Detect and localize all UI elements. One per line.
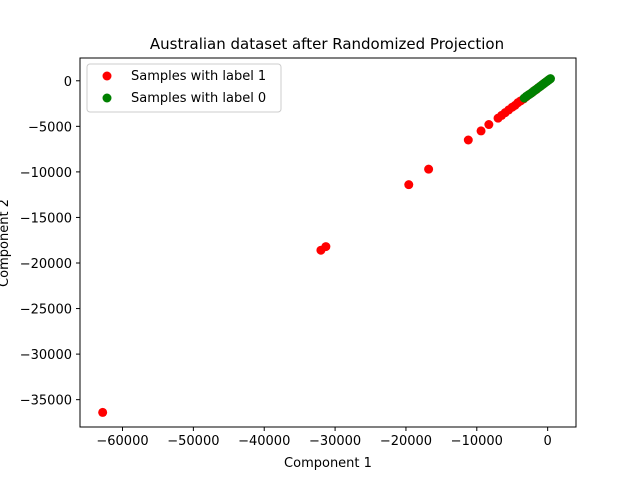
y-tick-label: −10000 bbox=[20, 166, 72, 181]
legend-entry-label-1: Samples with label 1 bbox=[131, 69, 266, 84]
chart-title: Australian dataset after Randomized Proj… bbox=[150, 35, 504, 53]
data-point bbox=[545, 74, 555, 84]
legend: Samples with label 1 Samples with label … bbox=[86, 63, 282, 113]
x-tick-label: −20000 bbox=[380, 434, 432, 449]
x-axis-label: Component 1 bbox=[284, 456, 372, 471]
plot-area bbox=[98, 74, 555, 417]
x-tick-label: −60000 bbox=[96, 434, 148, 449]
y-tick-label: −15000 bbox=[20, 211, 72, 226]
y-tick-label: −30000 bbox=[20, 348, 72, 363]
legend-marker-label-1 bbox=[102, 71, 112, 81]
x-tick-label: −10000 bbox=[451, 434, 503, 449]
legend-box bbox=[86, 63, 282, 113]
y-tick-label: −20000 bbox=[20, 257, 72, 272]
series-1 bbox=[519, 74, 555, 103]
y-tick-label: −35000 bbox=[20, 394, 72, 409]
legend-marker-label-0 bbox=[102, 93, 112, 103]
x-tick-label: −30000 bbox=[309, 434, 361, 449]
data-point bbox=[463, 135, 473, 145]
data-point bbox=[321, 242, 331, 252]
y-axis-label: Component 2 bbox=[0, 199, 12, 287]
data-point bbox=[484, 120, 494, 130]
y-axis: 0 −5000 −10000 −15000 −20000 −25000 −30000 −350… bbox=[20, 75, 80, 409]
axes-frame bbox=[79, 57, 577, 428]
data-point bbox=[404, 180, 414, 190]
data-point bbox=[424, 164, 434, 174]
x-tick-label: −50000 bbox=[167, 434, 219, 449]
legend-entry-label-0: Samples with label 0 bbox=[131, 91, 266, 106]
y-tick-label: 0 bbox=[64, 75, 72, 90]
y-tick-label: −5000 bbox=[28, 120, 72, 135]
x-tick-label: −40000 bbox=[238, 434, 290, 449]
data-point bbox=[98, 407, 108, 417]
y-tick-label: −25000 bbox=[20, 303, 72, 318]
x-axis: −60000 −50000 −40000 −30000 −20000 −10000 0 bbox=[96, 427, 552, 449]
data-point bbox=[476, 126, 486, 136]
x-tick-label: 0 bbox=[544, 434, 552, 449]
